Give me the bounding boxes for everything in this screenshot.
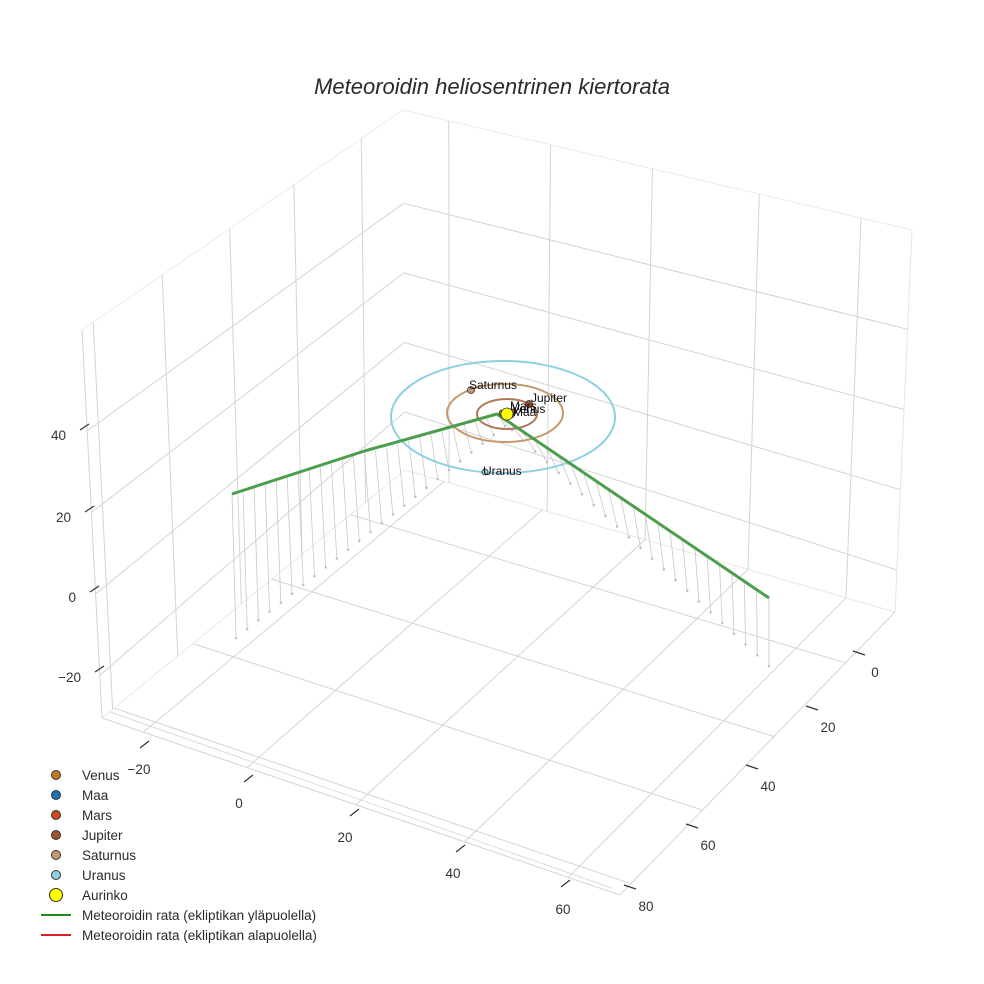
meteoroid-trajectory [231,412,770,600]
uranus-marker [481,468,489,476]
legend-item-uranus[interactable]: Uranus [38,865,317,885]
legend: Venus Maa Mars Jupiter Saturnus Uranus Aurinko… [38,765,317,945]
trajectory-line-above [231,412,770,600]
x-tick-label: 40 [445,866,460,881]
legend-label: Meteoroidin rata (ekliptikan yläpuolella… [82,907,317,923]
jupiter-label: Jupiter [531,391,567,405]
orbit-jupiter [476,398,538,430]
sun-marker [500,407,514,421]
x-tick-label: 20 [337,830,352,845]
legend-item-meteoroidin-7[interactable]: Meteoroidin rata (ekliptikan yläpuolella… [38,905,317,925]
legend-label: Mars [82,807,112,823]
legend-item-mars[interactable]: Mars [38,805,317,825]
legend-item-venus[interactable]: Venus [38,765,317,785]
legend-item-jupiter[interactable]: Jupiter [38,825,317,845]
marker-swatch-icon [38,830,74,840]
chart-title: Meteoroidin heliosentrinen kiertorata [314,74,670,99]
x-tick-label: 60 [555,902,570,917]
drop-lines [231,413,771,668]
legend-label: Maa [82,787,109,803]
saturnus-label: Saturnus [469,378,517,392]
y-tick-label: 60 [700,838,715,853]
legend-label: Jupiter [82,827,123,843]
venus-label: Venus [512,402,545,416]
legend-label: Venus [82,767,120,783]
y-tick-label: 20 [820,720,835,735]
y-tick-label: 40 [760,779,775,794]
marker-swatch-icon [38,888,74,902]
legend-item-meteoroidin-8[interactable]: Meteoroidin rata (ekliptikan alapuolella… [38,925,317,945]
marker-swatch-icon [38,850,74,860]
jupiter-marker [525,400,533,408]
line-swatch-icon [38,934,74,936]
maa-label: Maa [513,405,537,419]
z-tick-label: 40 [51,428,66,443]
x-tick-label: 0 [235,796,243,811]
axis-grid [81,109,913,896]
legend-item-aurinko[interactable]: Aurinko [38,885,317,905]
marker-swatch-icon [38,810,74,820]
legend-label: Uranus [82,867,126,883]
legend-label: Saturnus [82,847,137,863]
mars-label: Mars [510,399,537,413]
orbit-uranus [390,360,616,474]
marker-swatch-icon [38,770,74,780]
z-tick-label: −20 [58,670,81,685]
line-swatch-icon [38,914,74,916]
legend-label: Aurinko [82,887,128,903]
legend-item-saturnus[interactable]: Saturnus [38,845,317,865]
legend-item-maa[interactable]: Maa [38,785,317,805]
orbit-saturnus [446,383,564,443]
z-tick-label: 0 [68,590,76,605]
legend-label: Meteoroidin rata (ekliptikan alapuolella… [82,927,317,943]
z-tick-label: 20 [56,510,71,525]
marker-swatch-icon [38,870,74,880]
planet-orbits [390,360,616,474]
saturnus-marker [467,386,475,394]
x-tick-label: −20 [128,762,151,777]
y-tick-label: 80 [638,899,653,914]
y-tick-label: 0 [871,665,879,680]
marker-swatch-icon [38,790,74,800]
axis-ticks: 40 20 0 −20 −20 0 20 40 60 0 20 40 60 80 [51,423,879,917]
uranus-label: Uranus [483,464,522,478]
